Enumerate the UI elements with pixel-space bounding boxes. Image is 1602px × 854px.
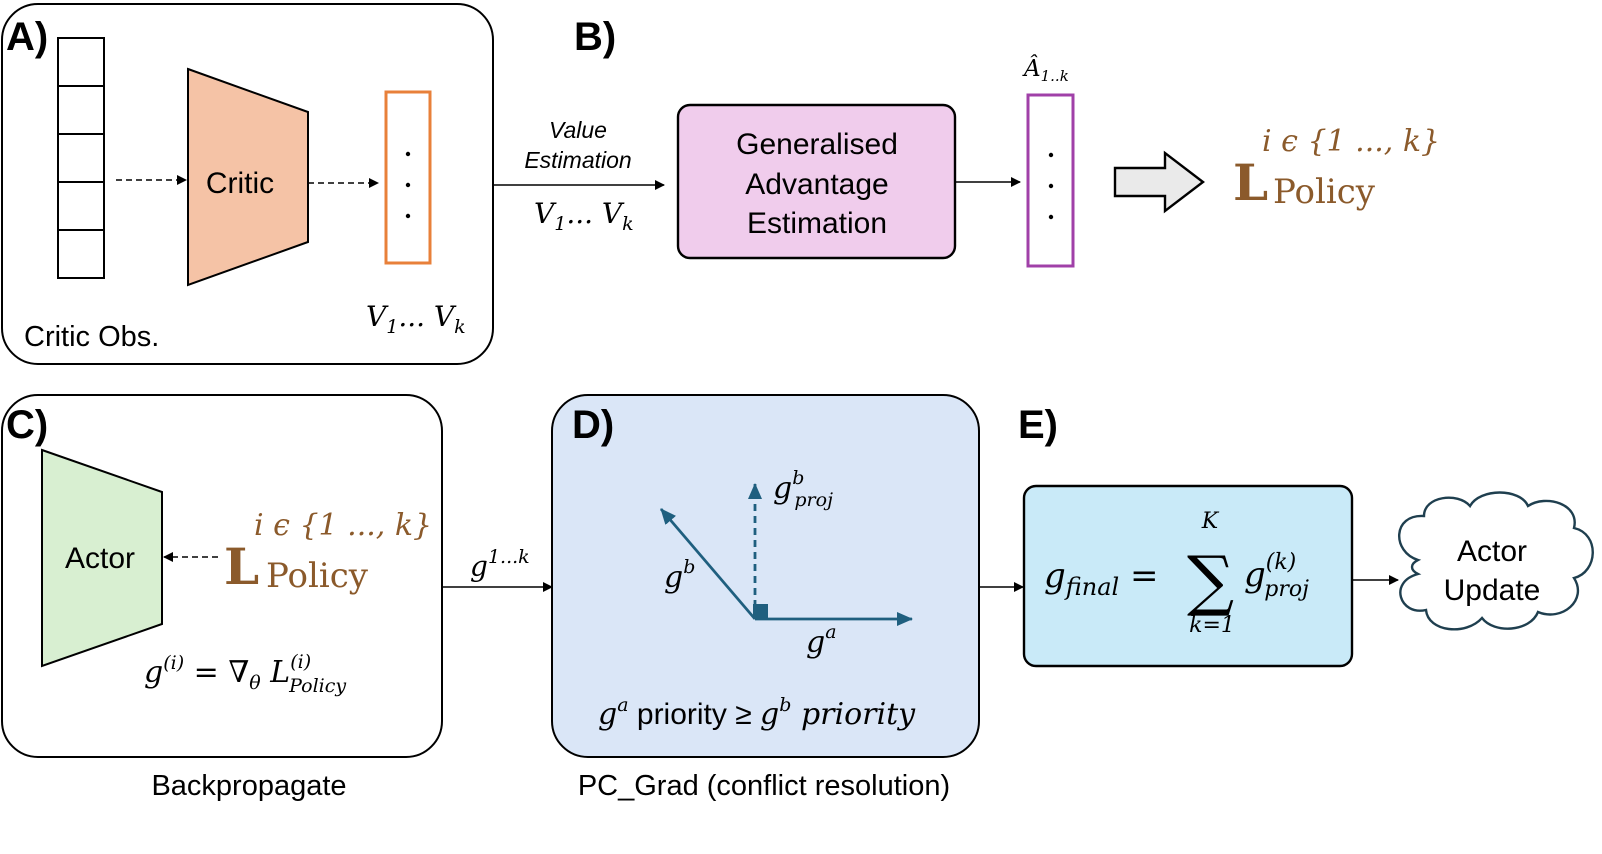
actor-network	[41, 448, 163, 668]
sum-upper-limit: K	[1201, 509, 1220, 534]
panel-b-label: B)	[574, 15, 616, 59]
advantage-dots	[1048, 152, 1054, 220]
panel-d-frame	[551, 394, 980, 758]
vector-g-b	[659, 508, 757, 620]
loss-policy-c: Policy	[266, 556, 369, 596]
panel-d: D) gb proj gb ga ga priority ≥ gb priorit…	[551, 394, 980, 758]
loss-L-c: L	[224, 537, 259, 596]
loss-set-label-c: i ϵ {1 ..., k}	[254, 508, 432, 543]
panel-e: E) gfinal = ∑ K k=1 g(k) proj Actor Updat…	[1018, 403, 1594, 668]
gae-text-line2: Advantage	[745, 168, 888, 201]
critic-label: Critic	[206, 167, 274, 200]
pcgrad-caption: PC_Grad (conflict resolution)	[578, 770, 950, 802]
critic-output-dots	[405, 151, 411, 219]
panel-a-label: A)	[6, 15, 48, 59]
loss-L-b: L	[1233, 153, 1268, 212]
advantage-label: Â1..k	[1022, 55, 1069, 85]
critic-obs-caption: Critic Obs.	[24, 321, 159, 353]
critic-network	[187, 67, 309, 287]
loss-set-label-b: i ϵ {1 ..., k}	[1262, 124, 1440, 159]
value-estimation-text-bottom: Estimation	[524, 147, 631, 173]
advantage-vector	[1026, 93, 1075, 268]
panel-e-label: E)	[1018, 403, 1058, 447]
gradients-label: g1...k	[470, 546, 530, 583]
panel-d-label: D)	[572, 403, 614, 447]
gae-text-line1: Generalised	[736, 128, 898, 161]
value-estimation-text-top: Value	[549, 117, 607, 143]
actor-label: Actor	[65, 542, 135, 575]
panel-c: C) Actor i ϵ {1 ..., k} L Policy g(i) = …	[1, 394, 443, 758]
final-gradient-box	[1022, 484, 1354, 668]
backpropagate-caption: Backpropagate	[151, 770, 346, 802]
to-loss-block-arrow	[1113, 150, 1205, 214]
sum-lower-limit: k=1	[1189, 613, 1235, 638]
cloud-text-line1: Actor	[1457, 535, 1527, 568]
actor-update-cloud	[1398, 491, 1594, 631]
loss-policy-b: Policy	[1273, 172, 1376, 212]
gae-text-line3: Estimation	[747, 207, 887, 240]
critic-values-label: V1... Vk	[366, 300, 466, 338]
panel-c-label: C)	[6, 403, 48, 447]
cloud-text-line2: Update	[1444, 574, 1541, 607]
panel-a: A) Critic Critic Obs. V1... Vk	[1, 3, 494, 365]
priority-statement: ga priority ≥ gb priority	[598, 694, 916, 732]
right-angle-marker	[753, 604, 768, 619]
panel-b: B) Generalised Advantage Estimation Â1..…	[574, 15, 1440, 268]
critic-output-vector	[384, 90, 432, 265]
final-formula-lhs: gfinal =	[1044, 556, 1159, 601]
sum-symbol: ∑	[1187, 542, 1234, 619]
arrow-values-label: V1... Vk	[534, 197, 634, 235]
critic-observation-stack	[57, 37, 105, 279]
